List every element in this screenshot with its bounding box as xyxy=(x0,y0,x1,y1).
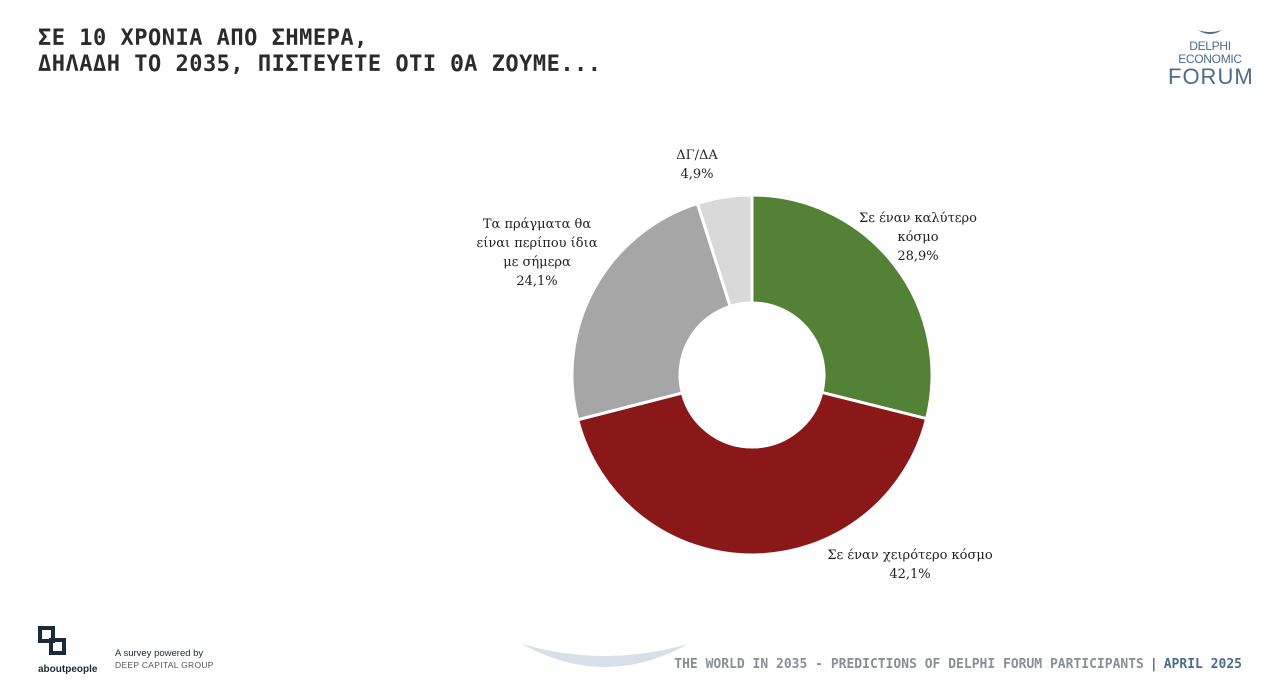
slice-category-label: κόσμο xyxy=(897,230,938,245)
donut-slice xyxy=(570,201,733,422)
donut-slice xyxy=(750,193,934,421)
aboutpeople-logo: aboutpeople xyxy=(38,626,108,675)
slice-value-label: 4,9% xyxy=(680,167,713,182)
slice-label: Σε έναν χειρότερο κόσμο 42,1% xyxy=(827,548,992,582)
page-title: ΣΕ 10 ΧΡΟΝΙΑ ΑΠΟ ΣΗΜΕΡΑ, ΔΗΛΑΔΗ ΤΟ 2035,… xyxy=(38,26,602,78)
page-title-line-1: ΣΕ 10 ΧΡΟΝΙΑ ΑΠΟ ΣΗΜΕΡΑ, xyxy=(38,26,368,51)
report-date: APRIL 2025 xyxy=(1163,657,1242,672)
slice-label: Τα πράγματα θα είναι περίπου ίδια με σήμερ… xyxy=(477,217,598,289)
slice-category-label: ΔΓ/ΔΑ xyxy=(676,148,718,163)
slice-category-label: είναι περίπου ίδια xyxy=(477,236,598,251)
slice-label: Σε έναν καλύτερο κόσμο 28,9% xyxy=(859,211,977,264)
slice-value-label: 42,1% xyxy=(889,567,930,582)
report-footer: THE WORLD IN 2035 - PREDICTIONS OF DELPH… xyxy=(674,657,1242,672)
survey-line-1: A survey powered by xyxy=(115,648,204,659)
brand-line-1: DELPHI xyxy=(1189,39,1231,53)
slice-value-label: 28,9% xyxy=(897,249,938,264)
slice-category-label: Τα πράγματα θα xyxy=(483,217,591,232)
bird-icon xyxy=(1198,30,1222,34)
footer-separator: | xyxy=(1149,657,1158,672)
slice-value-label: 24,1% xyxy=(516,274,557,289)
delphi-forum-logo: DELPHI ECONOMIC FORUM xyxy=(1168,28,1254,89)
slice-category-label: Σε έναν χειρότερο κόσμο xyxy=(827,548,992,563)
slice-category-label: με σήμερα xyxy=(503,255,571,270)
chart-slices xyxy=(570,193,934,557)
aboutpeople-name: aboutpeople xyxy=(38,664,98,675)
brand-line-2: ECONOMIC xyxy=(1178,52,1242,66)
chart-labels: Σε έναν καλύτερο κόσμο 28,9% Σε έναν χειρότ… xyxy=(477,148,993,582)
brand-line-3: FORUM xyxy=(1168,64,1254,89)
donut-slice xyxy=(695,193,754,309)
page-title-line-2: ΔΗΛΑΔΗ ΤΟ 2035, ΠΙΣΤΕΥΕΤΕ ΟΤΙ ΘΑ ΖΟΥΜΕ..… xyxy=(38,52,602,77)
aboutpeople-logo-icon xyxy=(38,626,66,655)
survey-credit: A survey powered by DEEP CAPITAL GROUP xyxy=(115,648,214,671)
report-title: THE WORLD IN 2035 - PREDICTIONS OF DELPH… xyxy=(674,657,1144,672)
slice-category-label: Σε έναν καλύτερο xyxy=(859,211,977,226)
donut-slice xyxy=(575,390,929,557)
swoosh-decoration xyxy=(522,644,688,667)
survey-line-2: DEEP CAPITAL GROUP xyxy=(115,660,214,670)
slice-label: ΔΓ/ΔΑ 4,9% xyxy=(676,148,718,182)
